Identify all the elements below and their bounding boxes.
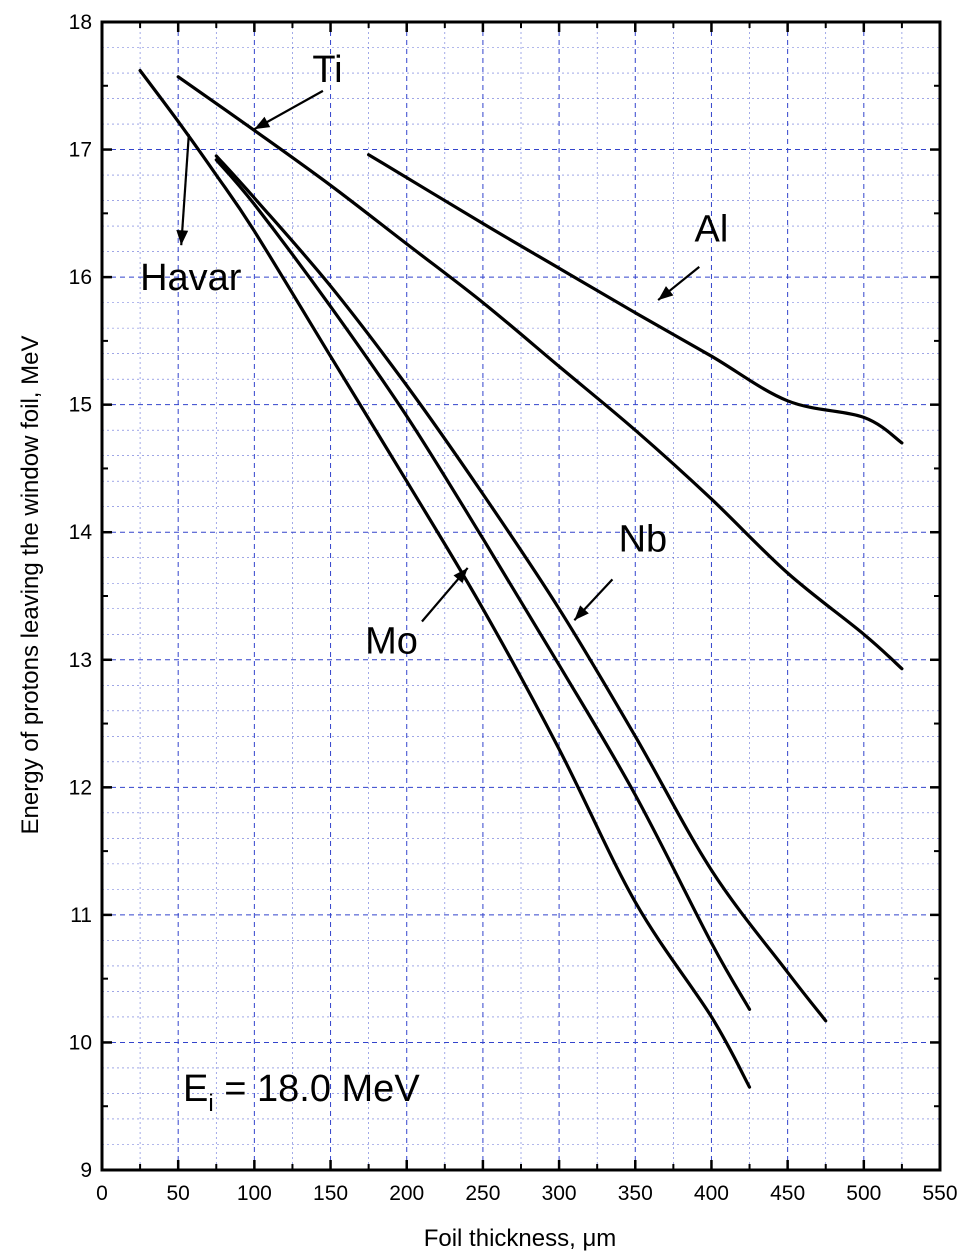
- x-tick-label: 300: [542, 1182, 577, 1205]
- x-tick-label: 100: [237, 1182, 272, 1205]
- x-tick-label: 500: [846, 1182, 881, 1205]
- series-line-nb: [214, 154, 828, 1023]
- x-tick-label: 200: [389, 1182, 424, 1205]
- series-line-havar: [138, 68, 752, 1089]
- label-al: Al: [695, 208, 729, 250]
- y-tick-label: 10: [69, 1031, 92, 1054]
- y-axis-title: Energy of protons leaving the window foi…: [17, 336, 44, 835]
- annotation-subscript: i: [208, 1090, 213, 1117]
- y-tick-label: 9: [80, 1159, 92, 1182]
- label-nb: Nb: [619, 518, 668, 560]
- curves: [138, 68, 904, 1089]
- x-tick-label: 250: [465, 1182, 500, 1205]
- x-axis-title: Foil thickness, μm: [424, 1225, 617, 1252]
- series-line-al: [367, 153, 904, 445]
- x-tick-label: 400: [694, 1182, 729, 1205]
- y-tick-label: 13: [69, 649, 92, 672]
- x-tick-label: 450: [770, 1182, 805, 1205]
- x-tick-label: 150: [313, 1182, 348, 1205]
- label-mo: Mo: [365, 620, 418, 662]
- y-tick-label: 12: [69, 776, 92, 799]
- initial-energy-annotation: Ei = 18.0 MeV: [183, 1068, 420, 1117]
- y-tick-label: 17: [69, 139, 92, 162]
- y-tick-label: 15: [69, 394, 92, 417]
- arrowhead-havar: [176, 229, 189, 246]
- annotation-main: E: [183, 1068, 208, 1110]
- x-tick-label: 550: [922, 1182, 957, 1205]
- y-tick-label: 14: [69, 521, 93, 544]
- y-tick-label: 11: [70, 904, 92, 927]
- arrowhead-mo: [453, 567, 468, 584]
- x-tick-label: 50: [167, 1182, 190, 1205]
- arrowhead-ti: [254, 116, 271, 130]
- label-ti: Ti: [312, 49, 342, 91]
- x-tick-label: 0: [96, 1182, 108, 1205]
- arrow-havar: [180, 134, 190, 246]
- annotation-rest: = 18.0 MeV: [214, 1068, 421, 1110]
- x-tick-label: 350: [618, 1182, 653, 1205]
- curve-labels: Havar Ti Al Mo Nb: [140, 49, 728, 662]
- axis-ticks: 0 50 100 150 200 250 300 350 400 450 500 550 9 10 11 12…: [69, 11, 958, 1205]
- series-line-mo: [214, 158, 752, 1011]
- label-havar: Havar: [140, 257, 242, 299]
- arrowhead-nb: [574, 605, 589, 621]
- series-line-ti: [176, 75, 904, 671]
- grid: [102, 22, 940, 1170]
- y-tick-label: 18: [69, 11, 92, 34]
- y-tick-label: 16: [69, 266, 92, 289]
- arrowhead-al: [658, 286, 674, 301]
